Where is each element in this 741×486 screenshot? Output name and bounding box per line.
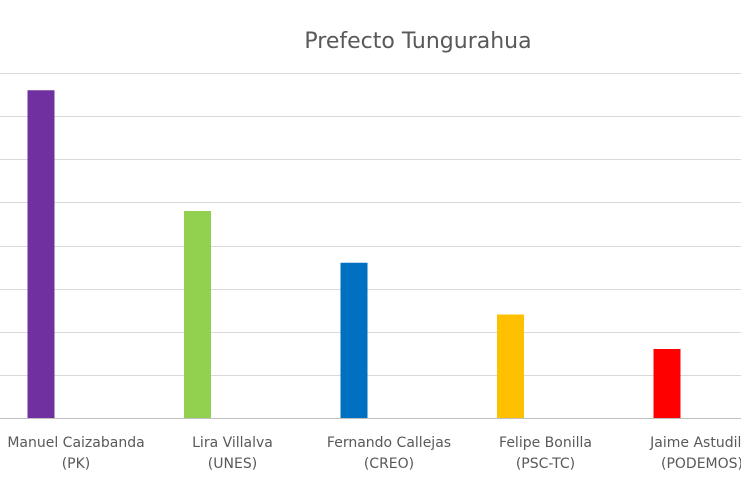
- x-tick-label: Felipe Bonilla (PSC-TC): [499, 435, 592, 472]
- bar: [497, 314, 524, 418]
- x-tick-label: Fernando Callejas (CREO): [327, 435, 451, 472]
- category-labels: Manuel Caizabanda (PK) Lira Villalva (UNES)…: [7, 435, 741, 472]
- bar: [184, 211, 211, 418]
- bars: [27, 90, 681, 418]
- bar: [27, 90, 55, 418]
- bar: [340, 262, 368, 418]
- gridlines: [0, 73, 741, 419]
- x-tick-label: Lira Villalva (UNES): [192, 435, 273, 472]
- x-tick-label: Manuel Caizabanda (PK): [7, 435, 144, 472]
- bar: [653, 349, 681, 418]
- x-tick-label: Jaime Astudillo(PODEMOS): [649, 435, 741, 472]
- chart-title: Prefecto Tungurahua: [304, 29, 531, 54]
